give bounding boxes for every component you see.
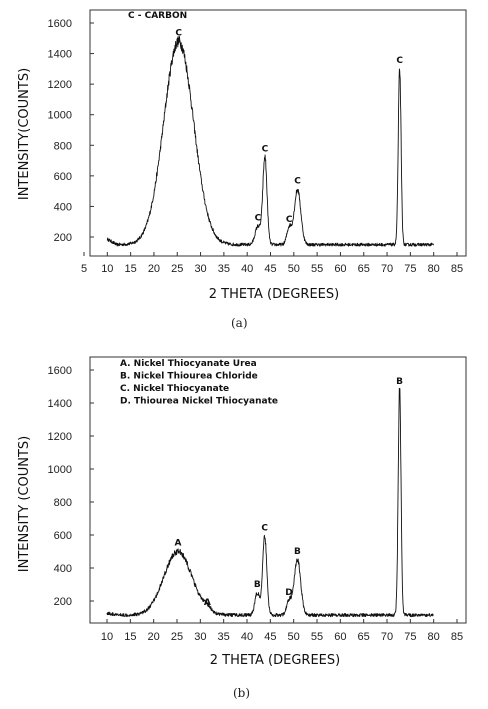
panel-a: 5 10 15 20 25 30 35 40 45 50 55 60 65 70 75 80 85 200 400 6… (17, 9, 467, 302)
y-tick-label: 200 (54, 596, 72, 608)
y-axis-label: INTENSITY (COUNTS) (17, 436, 32, 572)
x-tick-label: 15 (124, 631, 136, 643)
x-tick-label: 5 (81, 263, 87, 275)
x-tick-label: 35 (218, 631, 230, 643)
x-tick-label: 15 (125, 263, 137, 275)
x-tick-label: 70 (381, 263, 393, 275)
y-tick-label: 1200 (48, 431, 72, 443)
x-tick-label: 80 (428, 263, 440, 275)
x-tick-label: 25 (171, 631, 183, 643)
y-tick-label: 1600 (48, 18, 72, 30)
peak-label: C (294, 177, 301, 187)
peak-label: D (285, 588, 292, 598)
y-tick-label: 1200 (48, 79, 72, 91)
peak-label: A (204, 598, 211, 608)
x-tick-label: 60 (334, 263, 346, 275)
x-tick-label: 50 (288, 631, 300, 643)
xrd-series-line (106, 387, 434, 618)
y-tick-label: 200 (54, 232, 72, 244)
legend-entry: D. Thiourea Nickel Thiocyanate (120, 397, 278, 407)
x-tick-label: 55 (311, 263, 323, 275)
panel-b: 10 15 20 25 30 35 40 45 50 55 60 65 70 75 80 85 200 400 60… (17, 356, 467, 668)
x-tick-label: 30 (194, 263, 206, 275)
plot-frame (89, 356, 467, 624)
y-axis-label: INTENSITY(COUNTS) (17, 68, 32, 200)
legend-entry: C. Nickel Thiocyanate (120, 384, 229, 394)
peak-label: C (175, 28, 182, 38)
peak-label: B (396, 377, 403, 387)
y-tick-label: 800 (54, 497, 72, 509)
y-tick-label: 600 (54, 530, 72, 542)
x-tick-label: 45 (264, 263, 276, 275)
x-tick-label: 85 (451, 631, 463, 643)
x-tick-label: 50 (288, 263, 300, 275)
legend-entry: A. Nickel Thiocyanate Urea (120, 359, 257, 369)
peak-label: C (261, 524, 268, 534)
peak-label: C (396, 56, 403, 66)
y-tick-label: 1400 (48, 398, 72, 410)
peak-label: A (174, 539, 181, 549)
x-tick-label: 30 (194, 631, 206, 643)
x-tick-label: 75 (404, 263, 416, 275)
plot-frame (89, 9, 467, 257)
peak-label: C (286, 215, 293, 225)
caption-a: (a) (231, 316, 248, 330)
peak-label: C (255, 213, 262, 223)
xrd-series-line (106, 35, 434, 247)
y-tick-label: 1400 (48, 49, 72, 61)
y-tick-label: 600 (54, 171, 72, 183)
peak-label: B (254, 580, 261, 590)
x-tick-label: 35 (218, 263, 230, 275)
x-tick-label: 75 (404, 631, 416, 643)
x-axis-label: 2 THETA (DEGREES) (209, 287, 339, 302)
x-tick-label: 65 (358, 631, 370, 643)
x-tick-label: 45 (264, 631, 276, 643)
x-axis-label: 2 THETA (DEGREES) (210, 653, 340, 668)
x-tick-label: 10 (101, 631, 113, 643)
x-tick-label: 60 (334, 631, 346, 643)
legend-entry: B. Nickel Thiourea Chloride (120, 372, 258, 382)
y-tick-label: 1000 (48, 110, 72, 122)
x-tick-label: 40 (241, 631, 253, 643)
y-tick-label: 800 (54, 140, 72, 152)
y-tick-label: 400 (54, 201, 72, 213)
x-tick-label: 10 (101, 263, 113, 275)
x-tick-label: 85 (451, 263, 463, 275)
y-tick-label: 1000 (48, 464, 72, 476)
x-tick-label: 80 (428, 631, 440, 643)
x-tick-label: 40 (241, 263, 253, 275)
legend-entry: C - CARBON (128, 11, 187, 21)
x-tick-label: 25 (171, 263, 183, 275)
caption-b: (b) (233, 686, 251, 700)
x-tick-label: 65 (358, 263, 370, 275)
y-tick-label: 1600 (48, 365, 72, 377)
x-tick-label: 55 (311, 631, 323, 643)
x-tick-label: 20 (148, 631, 160, 643)
peak-label: B (294, 547, 301, 557)
x-tick-label: 20 (148, 263, 160, 275)
y-tick-label: 400 (54, 563, 72, 575)
x-tick-label: 70 (381, 631, 393, 643)
peak-label: C (262, 145, 269, 155)
